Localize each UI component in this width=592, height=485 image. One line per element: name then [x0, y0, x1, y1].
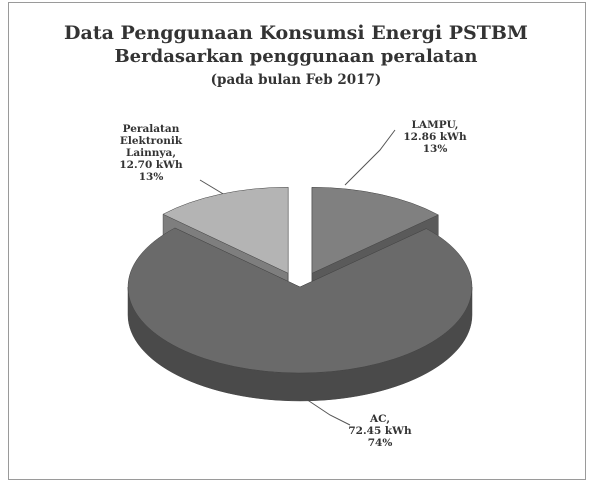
- chart-subtitle: Berdasarkan penggunaan peralatan: [114, 46, 478, 67]
- label-line: 72.45 kWh: [348, 425, 412, 437]
- slice-top: [127, 227, 473, 374]
- leader-line: [344, 129, 396, 186]
- label-line: 13%: [138, 171, 164, 183]
- slice-top: [162, 186, 289, 274]
- leader-line: [299, 394, 351, 426]
- label-line: AC,: [370, 413, 390, 425]
- label-line: 74%: [367, 437, 393, 449]
- slice-label: Peralatan Elektronik Lainnya, 12.70 kWh 13…: [108, 123, 194, 183]
- slice-label: LAMPU, 12.86 kWh 13%: [385, 119, 485, 155]
- label-line: LAMPU,: [411, 119, 459, 131]
- label-line: Peralatan Elektronik Lainnya,: [119, 123, 183, 159]
- chart-note: (pada bulan Feb 2017): [210, 72, 382, 88]
- label-line: 12.70 kWh: [119, 159, 183, 171]
- slice-top: [311, 187, 439, 274]
- label-line: 12.86 kWh: [403, 131, 467, 143]
- chart-title: Data Penggunaan Konsumsi Energi PSTBM: [64, 22, 528, 44]
- slice-label: AC, 72.45 kWh 74%: [330, 413, 430, 449]
- label-line: 13%: [422, 143, 448, 155]
- chart-frame: [8, 2, 586, 480]
